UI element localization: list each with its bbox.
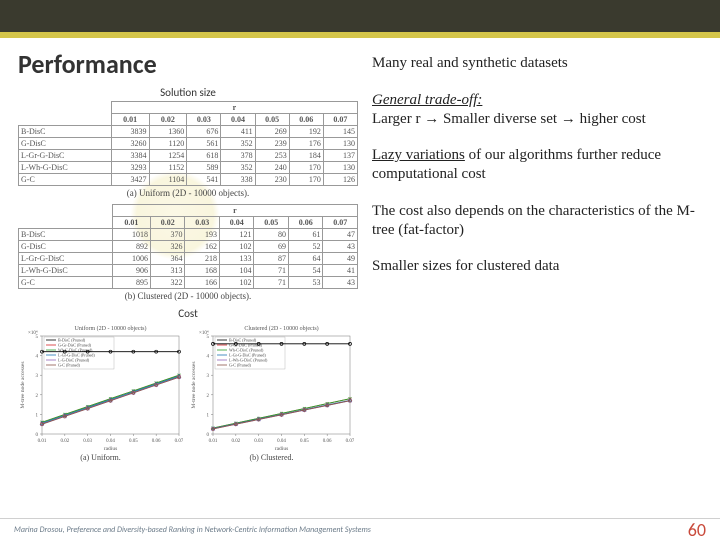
- right-p2: General trade-off: Larger r → Smaller di…: [372, 91, 702, 129]
- right-p5: Smaller sizes for clustered data: [372, 257, 702, 276]
- table-row: L-Gr-G-DisC1006364218133876449: [19, 253, 358, 265]
- table-row: B-DisC1018370193121806147: [19, 229, 358, 241]
- svg-text:M-tree node accesses: M-tree node accesses: [191, 361, 197, 408]
- svg-text:0.06: 0.06: [152, 439, 161, 444]
- right-p4: The cost also depends on the characteris…: [372, 202, 702, 240]
- svg-text:1: 1: [207, 413, 210, 418]
- table-b-caption: (b) Clustered (2D - 10000 objects).: [18, 291, 358, 301]
- left-column: Performance Solution size r0.010.020.030…: [18, 48, 358, 462]
- svg-text:5: 5: [36, 335, 39, 340]
- chart-b-wrap: Clustered (2D - 10000 objects)×10⁴0.010.…: [189, 322, 354, 462]
- chart-b: Clustered (2D - 10000 objects)×10⁴0.010.…: [189, 322, 354, 452]
- charts-row: Uniform (2D - 10000 objects)×10⁴0.010.02…: [18, 322, 358, 462]
- svg-text:Uniform (2D - 10000 objects): Uniform (2D - 10000 objects): [75, 325, 147, 332]
- table-row: G-DisC892326162102695243: [19, 241, 358, 253]
- svg-text:0: 0: [36, 433, 39, 438]
- right-p1: Many real and synthetic datasets: [372, 54, 702, 73]
- right-p3-head: Lazy variations: [372, 147, 465, 163]
- svg-text:5: 5: [207, 335, 210, 340]
- svg-text:radius: radius: [104, 446, 117, 452]
- slide-content: Performance Solution size r0.010.020.030…: [0, 38, 720, 462]
- svg-text:2: 2: [36, 394, 39, 399]
- slide-footer: Marina Drosou, Preference and Diversity-…: [0, 518, 720, 540]
- table-b: r0.010.020.030.040.050.060.07 B-DisC1018…: [18, 204, 358, 289]
- table-row: G-DisC32601120561352239176130: [19, 138, 358, 150]
- svg-text:radius: radius: [275, 446, 288, 452]
- svg-text:G-C (Pruned): G-C (Pruned): [229, 363, 252, 368]
- table-a-caption: (a) Uniform (2D - 10000 objects).: [18, 188, 358, 198]
- svg-text:0.02: 0.02: [231, 439, 240, 444]
- svg-text:0.03: 0.03: [254, 439, 263, 444]
- chart-a-wrap: Uniform (2D - 10000 objects)×10⁴0.010.02…: [18, 322, 183, 462]
- svg-text:0.04: 0.04: [277, 439, 286, 444]
- svg-text:0.07: 0.07: [346, 439, 354, 444]
- svg-text:1: 1: [36, 413, 39, 418]
- svg-text:Clustered (2D - 10000 objects): Clustered (2D - 10000 objects): [244, 325, 318, 332]
- svg-text:G-C (Pruned): G-C (Pruned): [58, 363, 81, 368]
- svg-text:2: 2: [207, 394, 210, 399]
- svg-text:0.01: 0.01: [38, 439, 47, 444]
- footer-reference: Marina Drosou, Preference and Diversity-…: [14, 525, 371, 535]
- table-row: L-Wh-G-DisC906313168104715441: [19, 265, 358, 277]
- svg-text:0.06: 0.06: [323, 439, 332, 444]
- right-column: Many real and synthetic datasets General…: [372, 48, 702, 462]
- svg-text:M-tree node accesses: M-tree node accesses: [20, 361, 26, 408]
- svg-text:0.05: 0.05: [129, 439, 138, 444]
- svg-text:3: 3: [207, 374, 210, 379]
- right-p3: Lazy variations of our algorithms furthe…: [372, 146, 702, 184]
- solution-size-label: Solution size: [18, 86, 358, 99]
- svg-text:0.02: 0.02: [60, 439, 69, 444]
- table-row: B-DisC38391360676411269192145: [19, 126, 358, 138]
- svg-text:0.01: 0.01: [209, 439, 218, 444]
- cost-label: Cost: [18, 307, 358, 320]
- right-p2-head: General trade-off:: [372, 92, 482, 108]
- chart-a-caption: (a) Uniform.: [18, 453, 183, 462]
- table-row: L-Wh-G-DisC32931152589352240170130: [19, 162, 358, 174]
- svg-text:0.03: 0.03: [83, 439, 92, 444]
- svg-text:0.04: 0.04: [106, 439, 115, 444]
- svg-text:4: 4: [207, 355, 210, 360]
- svg-text:0.07: 0.07: [175, 439, 183, 444]
- table-row: G-C34271104541338230170126: [19, 174, 358, 186]
- page-number: 60: [688, 519, 706, 541]
- svg-text:4: 4: [36, 355, 39, 360]
- chart-b-caption: (b) Clustered.: [189, 453, 354, 462]
- table-row: L-Gr-G-DisC33841254618378253184137: [19, 150, 358, 162]
- svg-text:3: 3: [36, 374, 39, 379]
- chart-a: Uniform (2D - 10000 objects)×10⁴0.010.02…: [18, 322, 183, 452]
- table-row: G-C895322166102715343: [19, 277, 358, 289]
- svg-text:0.05: 0.05: [300, 439, 309, 444]
- svg-text:0: 0: [207, 433, 210, 438]
- slide-title: Performance: [18, 48, 358, 80]
- slide-topbar: [0, 0, 720, 38]
- table-a: r0.010.020.030.040.050.060.07 B-DisC3839…: [18, 101, 358, 186]
- right-p2-body: Larger r → Smaller diverse set → higher …: [372, 111, 646, 127]
